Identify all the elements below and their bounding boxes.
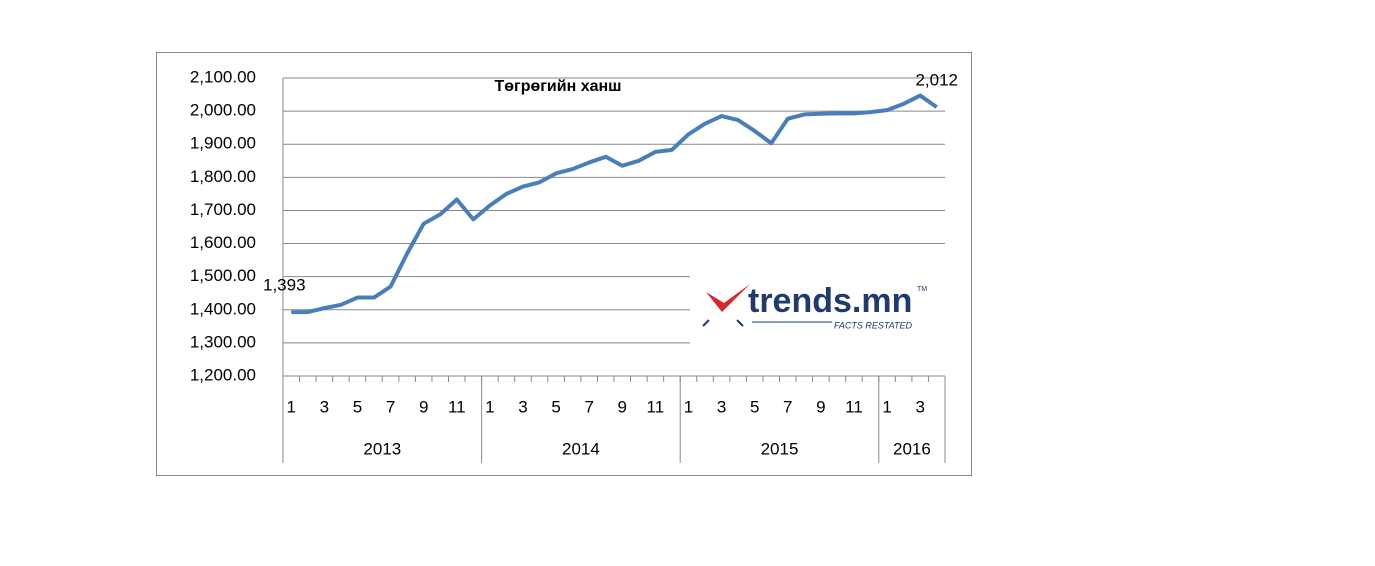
x-tick-label: 11 [448, 397, 466, 416]
x-tick-label: 11 [647, 397, 665, 416]
group-label: 2013 [363, 439, 401, 458]
y-tick-label: 1,400.00 [190, 299, 256, 318]
x-tick-label: 1 [684, 397, 693, 416]
logo-text: trends.mn [748, 282, 912, 320]
x-tick-label: 11 [845, 397, 863, 416]
x-tick-label: 5 [750, 397, 759, 416]
x-tick-label: 3 [320, 397, 329, 416]
chart-border [156, 52, 972, 476]
x-tick-label: 7 [584, 397, 593, 416]
x-tick-label: 7 [783, 397, 792, 416]
x-tick-label: 7 [386, 397, 395, 416]
x-tick-label: 9 [419, 397, 428, 416]
logo-tagline: FACTS RESTATED [834, 320, 913, 330]
y-tick-label: 1,300.00 [190, 332, 256, 351]
labels: 1,393 2,012 [263, 71, 958, 295]
x-tick-label: 5 [353, 397, 362, 416]
y-tick-label: 1,800.00 [190, 167, 256, 186]
axes: 1,200.00 1,300.00 1,400.00 1,500.00 1,600.00… [190, 67, 946, 463]
x-tick-label: 5 [551, 397, 560, 416]
chart-title: Төгрөгийн ханш [495, 78, 622, 95]
logo-marks [702, 319, 744, 327]
data-label: 1,393 [263, 276, 306, 295]
group-label: 2015 [761, 439, 799, 458]
logo-tm: TM [917, 286, 927, 293]
y-tick-label: 2,100.00 [190, 67, 256, 86]
x-tick-label: 3 [717, 397, 726, 416]
group-label: 2016 [893, 439, 931, 458]
x-tick-label: 3 [518, 397, 527, 416]
x-tick-label: 9 [816, 397, 825, 416]
lines [291, 93, 938, 315]
grid [283, 77, 945, 377]
y-tick-label: 1,500.00 [190, 266, 256, 285]
data-label: 2,012 [915, 71, 958, 90]
y-tick-label: 1,900.00 [190, 134, 256, 153]
y-tick-label: 2,000.00 [190, 101, 256, 120]
logo-check [706, 284, 750, 312]
series-line [291, 93, 938, 315]
y-tick-label: 1,700.00 [190, 200, 256, 219]
logo: trends.mn TM FACTS RESTATED [690, 272, 946, 345]
y-tick-label: 1,200.00 [190, 365, 256, 384]
x-tick-label: 3 [915, 397, 924, 416]
group-label: 2014 [562, 439, 600, 458]
x-tick-label: 1 [485, 397, 494, 416]
logo-box [690, 272, 946, 345]
x-tick-label: 1 [882, 397, 891, 416]
y-tick-label: 1,600.00 [190, 233, 256, 252]
x-tick-label: 1 [287, 397, 296, 416]
x-tick-label: 9 [618, 397, 627, 416]
